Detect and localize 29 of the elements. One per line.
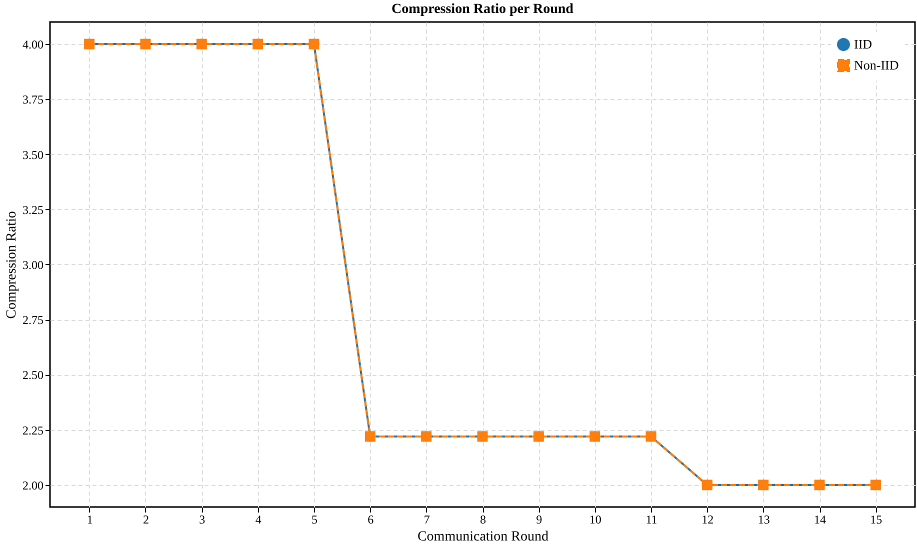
legend-label: IID — [854, 36, 872, 52]
y-tick-label: 3.75 — [22, 92, 44, 107]
x-tick-label: 13 — [758, 512, 770, 526]
y-tick-label: 2.50 — [22, 368, 44, 382]
y-tick-label: 3.00 — [22, 258, 44, 272]
x-tick-label: 6 — [368, 512, 374, 526]
legend-label: Non-IID — [854, 58, 899, 72]
x-tick-label: 3 — [199, 512, 206, 526]
x-tick-label: 15 — [870, 512, 882, 526]
x-tick-label: 2 — [142, 512, 149, 526]
x-tick-label: 5 — [311, 512, 318, 526]
y-tick-label: 4.00 — [22, 38, 44, 52]
y-tick-label: 2.00 — [22, 478, 44, 492]
y-tick-label: 2.25 — [22, 423, 44, 438]
x-axis-title: Communication Round — [417, 530, 549, 544]
x-tick-label: 4 — [255, 512, 262, 526]
chart-title: Compression Ratio per Round — [392, 2, 574, 17]
x-tick-label: 9 — [536, 512, 542, 526]
x-tick-label: 7 — [424, 512, 430, 526]
x-tick-label: 8 — [480, 512, 486, 526]
x-tick-label: 1 — [86, 512, 93, 526]
x-tick-label: 12 — [702, 512, 714, 526]
y-tick-label: 3.50 — [22, 148, 44, 162]
x-tick-label: 10 — [589, 512, 602, 526]
y-axis-title: Compression Ratio — [4, 211, 20, 319]
y-tick-label: 3.25 — [22, 202, 44, 217]
x-tick-label: 11 — [646, 512, 658, 526]
x-tick-label: 14 — [814, 512, 826, 526]
y-tick-label: 2.75 — [22, 313, 44, 328]
